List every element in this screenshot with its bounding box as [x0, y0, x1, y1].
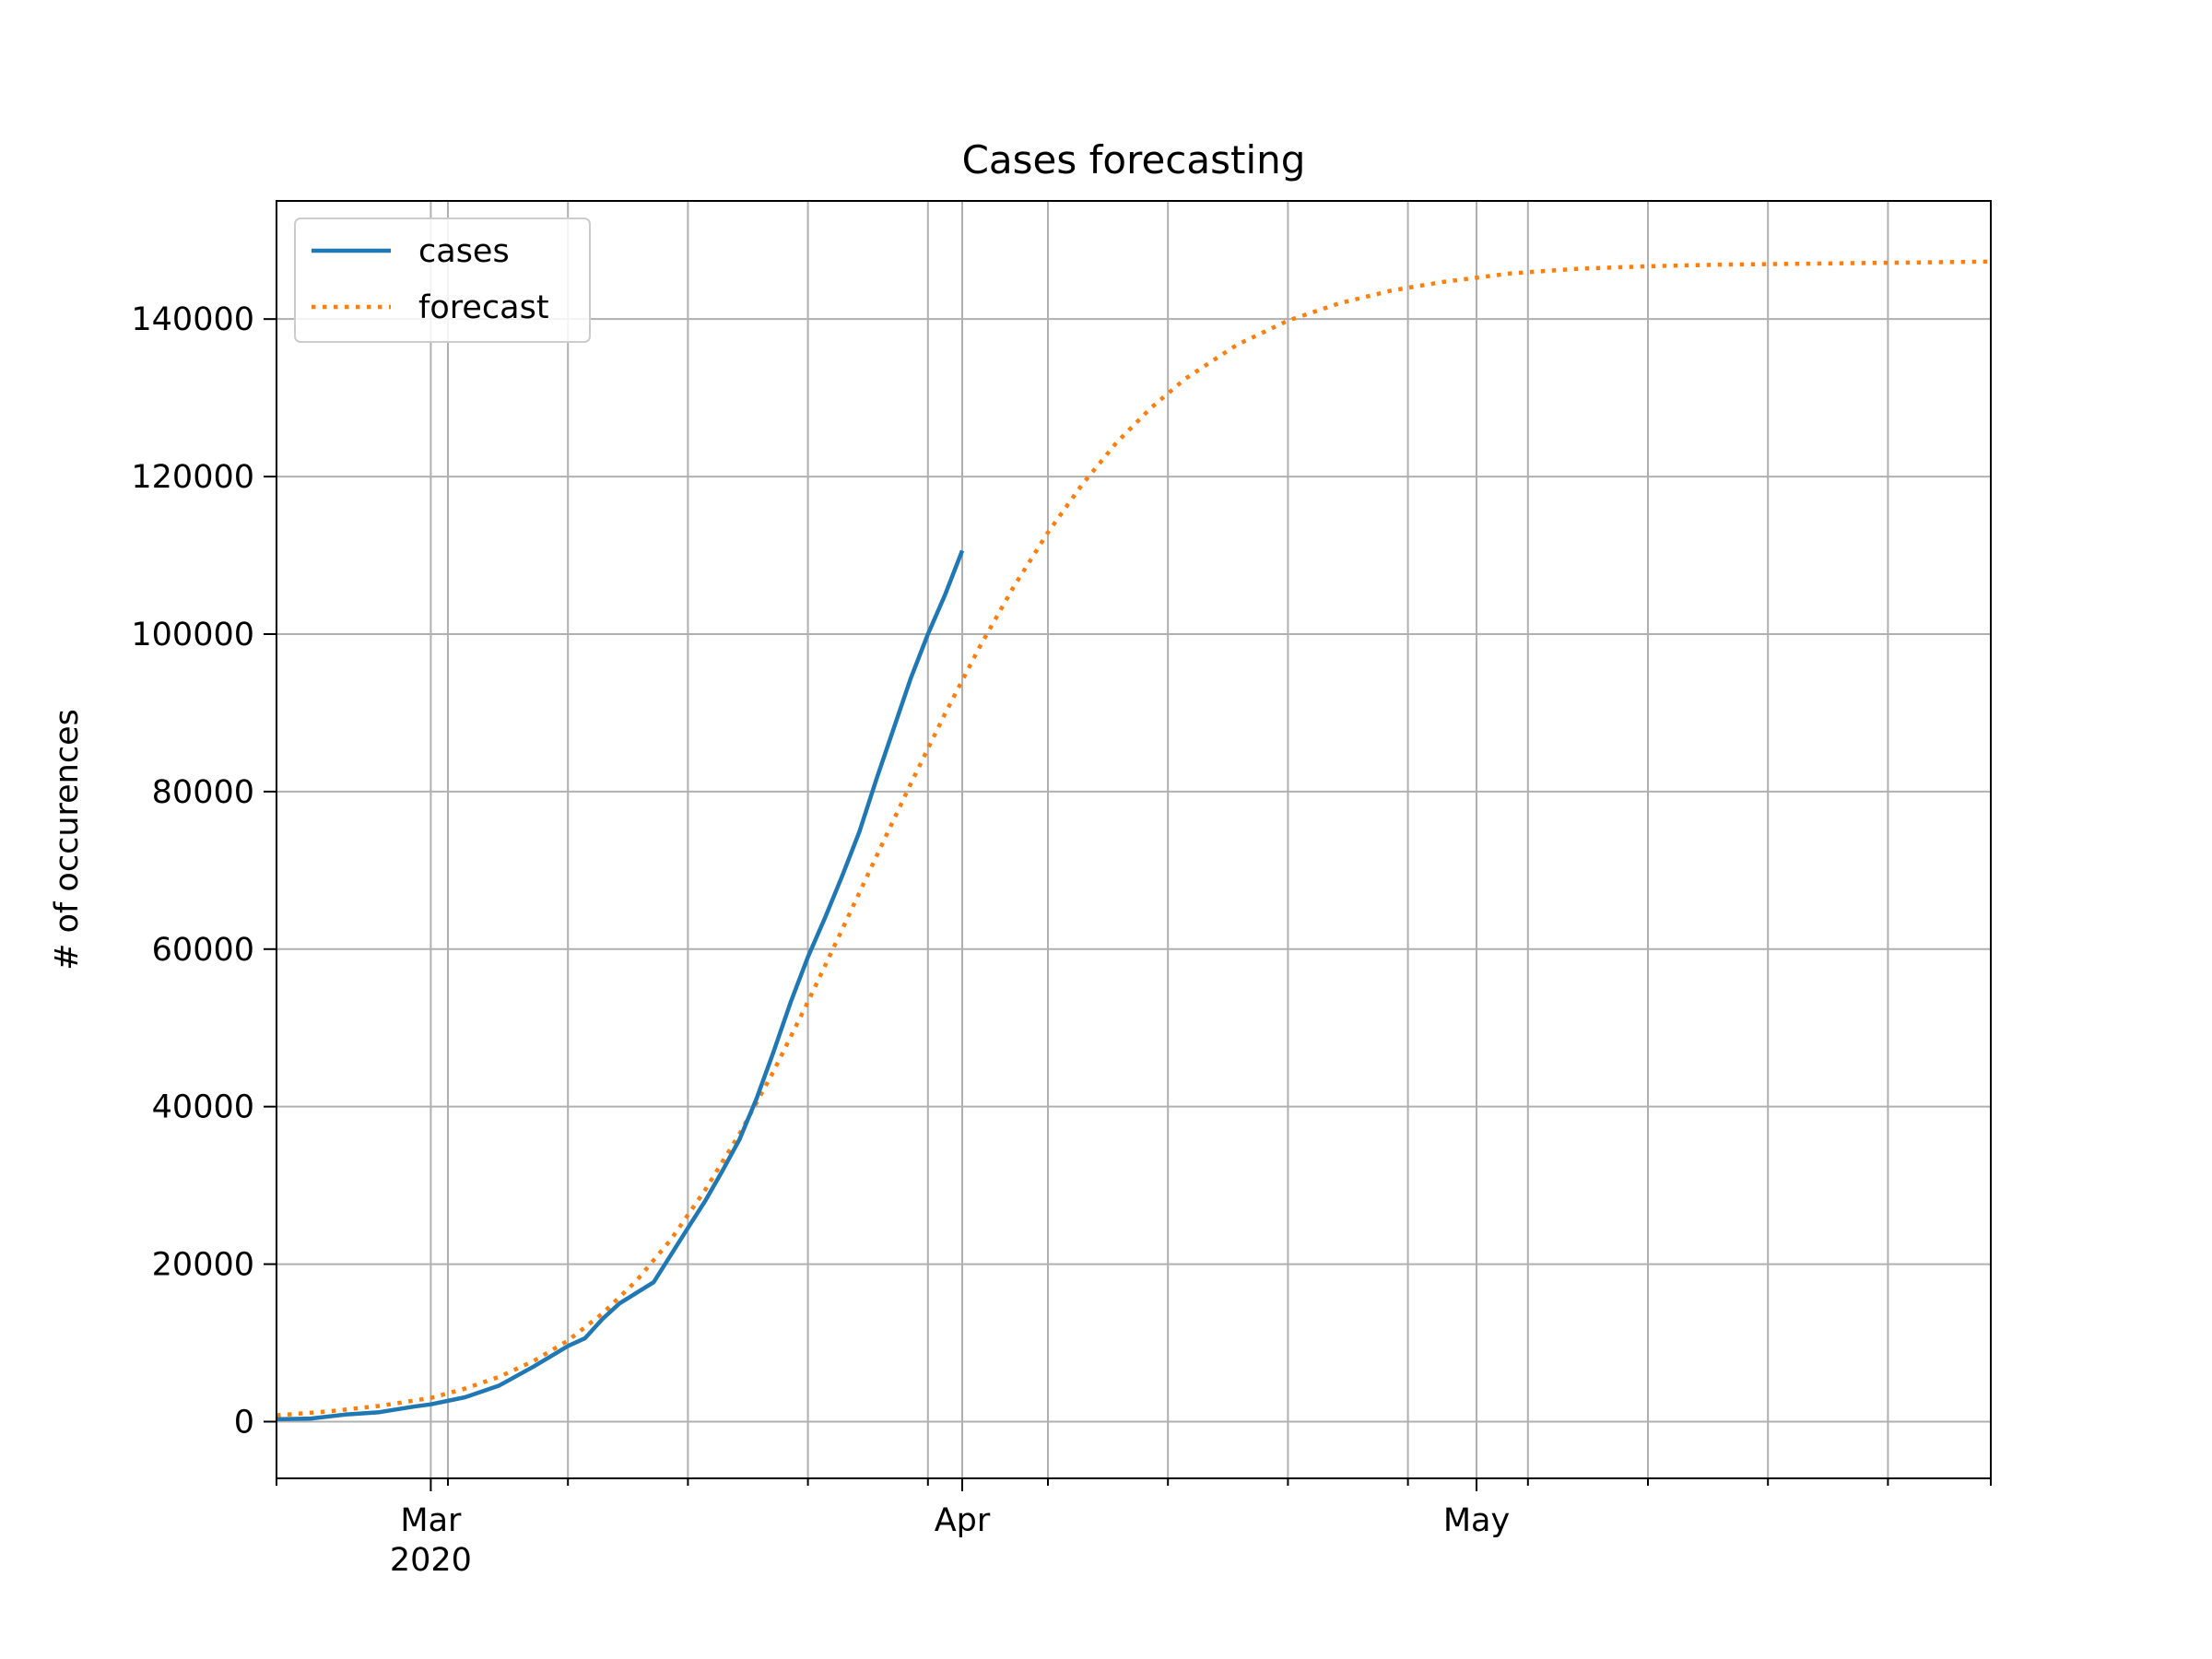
y-axis-label: # of occurences — [49, 709, 86, 971]
x-tick-label: Mar — [400, 1502, 462, 1539]
plot-area-background — [276, 201, 1991, 1478]
x-tick-sublabel: 2020 — [390, 1542, 472, 1579]
y-tick-label: 20000 — [152, 1247, 254, 1284]
x-tick-label: Apr — [935, 1502, 991, 1539]
y-tick-label: 0 — [234, 1404, 254, 1441]
y-tick-label: 120000 — [131, 459, 254, 496]
plot-frame — [276, 200, 1992, 1479]
legend-label-forecast: forecast — [418, 289, 549, 326]
series-line-forecast — [276, 259, 1992, 1418]
chart-title: Cases forecasting — [962, 137, 1306, 182]
y-tick-label: 140000 — [131, 301, 254, 338]
legend: cases forecast — [294, 218, 591, 343]
y-tick-label: 80000 — [152, 774, 254, 811]
y-tick-label: 60000 — [152, 932, 254, 969]
legend-label-cases: cases — [418, 233, 510, 270]
series-layer — [276, 259, 1992, 1422]
y-tick-label: 100000 — [131, 617, 254, 653]
y-axis: 0 20000 40000 60000 80000 100000 120000 140000 — [131, 301, 276, 1441]
series-line-cases — [276, 549, 965, 1422]
x-tick-label: May — [1443, 1502, 1510, 1539]
y-tick-label: 40000 — [152, 1089, 254, 1126]
